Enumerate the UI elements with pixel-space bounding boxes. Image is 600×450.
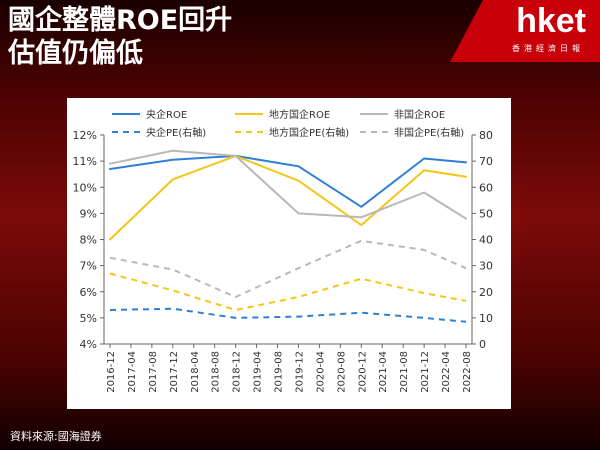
x-tick-label: 2020-12 — [357, 351, 368, 393]
y-left-tick-label: 4% — [80, 338, 97, 351]
y-left-tick-label: 8% — [80, 234, 97, 247]
roe-pe-line-chart: 央企ROE 地方国企ROE 非国企ROE 央企PE(右軸) 地方国企PE(右軸) 非国企P… — [73, 108, 493, 393]
y-left-tick-label: 6% — [80, 286, 97, 299]
y-right-tick-label: 60 — [479, 181, 493, 194]
title-line-2: 估值仍偏低 — [8, 38, 143, 69]
y-left-tick-label: 5% — [80, 312, 97, 325]
series-line — [109, 149, 467, 220]
x-tick-label: 2021-08 — [399, 351, 410, 393]
chart-card: 央企ROE 地方国企ROE 非国企ROE 央企PE(右軸) 地方国企PE(右軸) 非国企P… — [67, 98, 511, 409]
y-left-tick-label: 12% — [73, 129, 97, 142]
x-tick-label: 2017-12 — [169, 351, 180, 393]
y-right-tick-label: 40 — [479, 234, 493, 247]
legend-label: 非国企ROE — [394, 108, 445, 121]
y-right-tick-label: 20 — [479, 286, 493, 299]
x-tick-label: 2018-12 — [232, 351, 243, 393]
series-line — [109, 154, 467, 241]
series-line — [109, 239, 467, 298]
source-note: 資料來源:國海證券 — [10, 430, 102, 443]
x-tick-label: 2019-12 — [294, 351, 305, 393]
legend-label: 央企PE(右軸) — [146, 126, 206, 139]
chart-series — [109, 149, 467, 323]
title-line-1: 國企整體ROE回升 — [8, 5, 233, 36]
x-tick-label: 2020-08 — [336, 351, 347, 393]
y-right-tick-label: 50 — [479, 207, 493, 220]
x-tick-label: 2020-04 — [315, 351, 326, 393]
y-right-tick-label: 30 — [479, 260, 493, 273]
chart-axes: 4% 5% 6% 7% 8% 9% 10% 11% 12% 0 10 20 30 40 50 60 70 80 20… — [73, 129, 493, 393]
x-tick-label: 2021-12 — [420, 351, 431, 393]
x-tick-label: 2019-08 — [274, 351, 285, 393]
brand-logo: hket — [516, 2, 586, 40]
x-tick-label: 2017-08 — [148, 351, 159, 393]
x-tick-label: 2016-12 — [106, 351, 117, 393]
x-tick-label: 2021-04 — [378, 351, 389, 393]
y-left-tick-label: 9% — [80, 207, 97, 220]
y-left-tick-label: 7% — [80, 260, 97, 273]
y-left-tick-label: 11% — [73, 155, 97, 168]
page-title: 國企整體ROE回升 估值仍偏低 — [8, 4, 232, 70]
y-right-tick-label: 10 — [479, 312, 493, 325]
y-right-tick-label: 80 — [479, 129, 493, 142]
brand-tagline: 香港經濟日報 — [512, 44, 584, 53]
chart-legend: 央企ROE 地方国企ROE 非国企ROE 央企PE(右軸) 地方国企PE(右軸) 非国企P… — [112, 108, 464, 139]
legend-label: 地方国企PE(右軸) — [269, 126, 349, 139]
y-right-tick-label: 0 — [479, 338, 486, 351]
series-line — [109, 272, 467, 311]
x-tick-label: 2018-08 — [211, 351, 222, 393]
legend-label: 非国企PE(右軸) — [394, 126, 464, 139]
y-right-tick-label: 70 — [479, 155, 493, 168]
x-tick-label: 2022-04 — [441, 351, 452, 393]
legend-label: 央企ROE — [146, 108, 187, 121]
series-line — [109, 154, 467, 208]
y-left-tick-label: 10% — [73, 181, 97, 194]
x-tick-label: 2017-04 — [127, 351, 138, 393]
x-tick-label: 2019-04 — [253, 351, 264, 393]
x-tick-label: 2018-04 — [190, 351, 201, 393]
legend-label: 地方国企ROE — [269, 108, 330, 121]
series-line — [109, 307, 467, 323]
x-tick-label: 2022-08 — [462, 351, 473, 393]
